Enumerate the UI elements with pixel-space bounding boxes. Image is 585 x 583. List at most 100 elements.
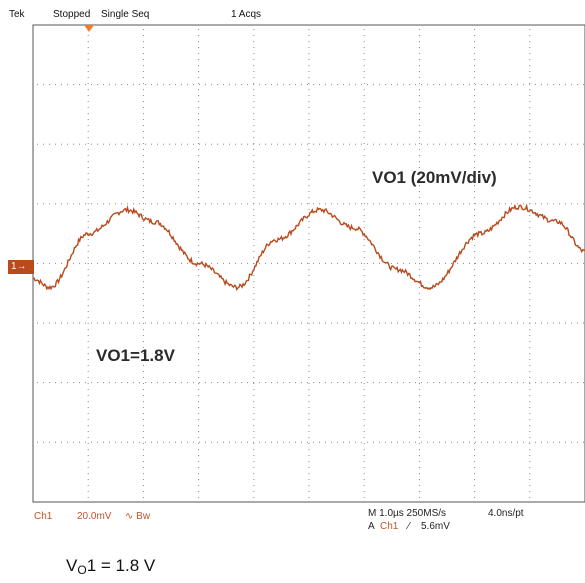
grid-dot <box>37 382 38 384</box>
grid-dot <box>217 382 218 384</box>
grid-dot <box>139 322 140 324</box>
grid-dot <box>403 322 404 324</box>
grid-dot <box>198 209 200 210</box>
grid-dot <box>308 83 310 84</box>
grid-dot <box>337 143 338 145</box>
grid-dot <box>363 113 365 114</box>
grid-dot <box>529 215 531 216</box>
grid-dot <box>474 455 476 456</box>
grid-dot <box>308 443 310 444</box>
grid-dot <box>198 425 200 426</box>
caption-prefix: V <box>66 556 78 575</box>
grid-dot <box>469 262 470 264</box>
grid-dot <box>175 143 176 145</box>
grid-dot <box>529 389 531 390</box>
grid-dot <box>418 443 420 444</box>
grid-dot <box>363 167 365 168</box>
grid-dot <box>475 382 476 384</box>
grid-dot <box>253 167 255 168</box>
grid-dot <box>499 322 500 324</box>
grid-dot <box>87 47 89 48</box>
grid-dot <box>103 262 104 264</box>
grid-dot <box>151 262 152 264</box>
grid-dot <box>85 203 86 205</box>
grid-dot <box>308 101 310 102</box>
grid-dot <box>308 341 310 342</box>
grid-dot <box>474 191 476 192</box>
grid-dot <box>403 84 404 86</box>
grid-dot <box>211 143 212 145</box>
grid-dot <box>198 197 200 198</box>
grid-dot <box>529 262 530 264</box>
grid-dot <box>277 203 278 205</box>
grid-dot <box>418 287 420 288</box>
grid-dot <box>142 275 144 276</box>
grid-dot <box>493 382 494 384</box>
grid-dot <box>253 41 255 42</box>
grid-dot <box>433 143 434 145</box>
grid-dot <box>253 83 255 84</box>
grid-dot <box>241 203 242 205</box>
grid-dot <box>511 203 512 205</box>
grid-dot <box>142 89 144 90</box>
grid-dot <box>49 84 50 86</box>
grid-dot <box>451 143 452 145</box>
grid-dot <box>308 65 310 66</box>
grid-dot <box>474 323 476 324</box>
grid-dot <box>145 143 146 145</box>
grid-dot <box>385 441 386 443</box>
grid-dot <box>547 262 548 264</box>
grid-dot <box>529 203 530 205</box>
grid-dot <box>517 441 518 443</box>
grid-dot <box>451 84 452 86</box>
grid-dot <box>142 389 144 390</box>
grid-dot <box>529 347 531 348</box>
grid-dot <box>87 485 89 486</box>
grid-dot <box>385 382 386 384</box>
grid-dot <box>373 441 374 443</box>
grid-dot <box>343 382 344 384</box>
grid-dot <box>319 322 320 324</box>
grid-dot <box>418 317 420 318</box>
grid-dot <box>418 173 420 174</box>
grid-dot <box>583 262 584 264</box>
grid-dot <box>319 441 320 443</box>
grid-dot <box>308 95 310 96</box>
grid-dot <box>553 84 554 86</box>
grid-dot <box>217 84 218 86</box>
grid-dot <box>87 125 89 126</box>
grid-dot <box>418 377 420 378</box>
grid-dot <box>142 185 144 186</box>
grid-dot <box>142 431 144 432</box>
grid-dot <box>397 262 398 264</box>
grid-dot <box>418 473 420 474</box>
grid-dot <box>529 65 531 66</box>
grid-dot <box>308 347 310 348</box>
acquisition-mode: Single Seq <box>101 9 150 20</box>
grid-dot <box>529 293 531 294</box>
grid-dot <box>517 382 518 384</box>
grid-dot <box>308 149 310 150</box>
grid-dot <box>529 383 531 384</box>
grid-dot <box>418 263 420 264</box>
grid-dot <box>418 311 420 312</box>
grid-dot <box>457 322 458 324</box>
grid-dot <box>474 47 476 48</box>
grid-dot <box>247 441 248 443</box>
grid-dot <box>553 382 554 384</box>
grid-dot <box>308 53 310 54</box>
grid-dot <box>163 84 164 86</box>
grid-dot <box>363 89 365 90</box>
grid-dot <box>198 167 200 168</box>
grid-dot <box>418 389 420 390</box>
grid-dot <box>313 382 314 384</box>
grid-dot <box>451 382 452 384</box>
grid-dot <box>198 179 200 180</box>
grid-dot <box>433 84 434 86</box>
grid-dot <box>142 395 144 396</box>
grid-dot <box>142 173 144 174</box>
grid-dot <box>559 262 560 264</box>
grid-dot <box>433 441 434 443</box>
grid-dot <box>87 353 89 354</box>
grid-dot <box>493 262 494 264</box>
